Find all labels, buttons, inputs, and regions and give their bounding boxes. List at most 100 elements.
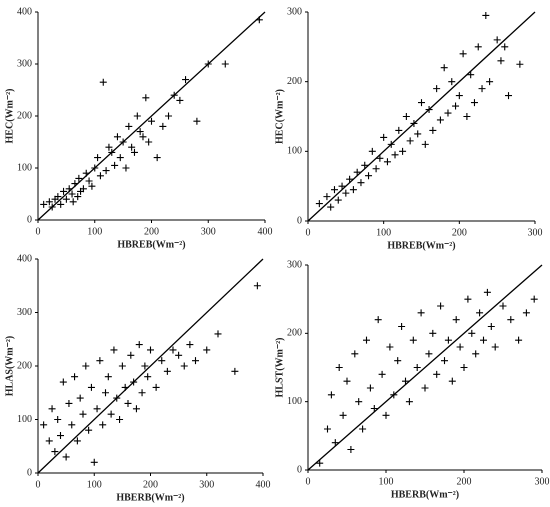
x-tick-label: 100 (379, 476, 394, 487)
point (104, 373, 112, 381)
point (54, 193, 62, 201)
point (124, 399, 132, 407)
point (65, 185, 73, 193)
point (448, 78, 456, 86)
point (125, 122, 133, 130)
point (483, 288, 491, 296)
point (516, 60, 524, 68)
point (472, 350, 480, 358)
point (192, 357, 199, 365)
point (158, 357, 166, 365)
y-tick-label: 300 (287, 6, 302, 17)
point (60, 187, 68, 195)
y-tick-label: 400 (17, 253, 32, 264)
point (165, 112, 173, 120)
x-tick-label: 300 (528, 227, 543, 238)
point (88, 182, 96, 190)
y-tick-label: 300 (17, 307, 32, 318)
point (429, 329, 437, 337)
point (394, 357, 402, 365)
point (478, 85, 486, 93)
y-tick-label: 300 (17, 58, 32, 69)
point (338, 182, 346, 190)
point (96, 357, 104, 365)
x-tick-label: 100 (376, 227, 391, 238)
point (48, 203, 56, 211)
point (463, 113, 471, 120)
point (410, 119, 418, 127)
x-tick-label: 100 (87, 226, 102, 237)
point (145, 138, 153, 146)
point (366, 384, 374, 392)
point (436, 116, 444, 124)
point (339, 411, 347, 419)
point (480, 336, 487, 344)
point (355, 398, 363, 406)
point (40, 200, 48, 208)
point (102, 389, 109, 397)
x-tick-label: 200 (144, 226, 159, 237)
point (459, 50, 467, 58)
point (170, 91, 178, 99)
point (57, 200, 65, 208)
point (444, 109, 452, 117)
point (152, 383, 160, 391)
point (417, 309, 425, 317)
point (138, 389, 146, 397)
point (255, 16, 263, 24)
point (530, 295, 538, 303)
point (460, 364, 468, 371)
point (54, 416, 62, 423)
point (456, 343, 464, 351)
point (493, 36, 501, 44)
point (68, 190, 76, 198)
point (110, 346, 118, 354)
y-axis-label: HLAS(Wm⁻²) (4, 336, 15, 397)
point (505, 92, 513, 100)
point (370, 405, 378, 412)
point (102, 167, 110, 175)
point (91, 164, 99, 172)
y-tick-label: 200 (17, 360, 32, 371)
point (82, 362, 90, 370)
point (90, 458, 98, 466)
point (231, 367, 239, 375)
x-tick-label: 100 (87, 479, 102, 490)
point (353, 168, 361, 176)
point (221, 60, 229, 68)
point (113, 133, 121, 141)
point (327, 391, 335, 399)
point (398, 323, 406, 330)
x-axis-label: HBREB(Wm⁻²) (117, 239, 185, 250)
point (105, 143, 113, 151)
point (499, 302, 507, 310)
point (342, 189, 350, 197)
point (193, 117, 201, 125)
y-axis-label: HEC(Wm⁻²) (274, 89, 285, 144)
point (111, 161, 119, 169)
point (75, 174, 83, 182)
point (57, 432, 64, 440)
point (444, 336, 452, 344)
point (425, 106, 433, 114)
point (153, 154, 161, 162)
point (85, 177, 93, 185)
point (376, 154, 384, 162)
point (128, 143, 136, 151)
point (414, 130, 422, 138)
point (395, 126, 403, 134)
point (323, 193, 331, 201)
point (343, 377, 351, 385)
one-to-one-line (37, 258, 264, 474)
point (135, 341, 143, 349)
point (130, 148, 138, 156)
point (387, 140, 395, 148)
y-axis-label: HEC(Wm⁻²) (4, 89, 15, 144)
point (316, 459, 324, 467)
point (79, 410, 87, 418)
point (491, 343, 499, 351)
point (68, 421, 76, 429)
point (386, 343, 394, 351)
x-axis-label: HBERB(Wm⁻²) (116, 492, 184, 503)
point (390, 391, 398, 399)
